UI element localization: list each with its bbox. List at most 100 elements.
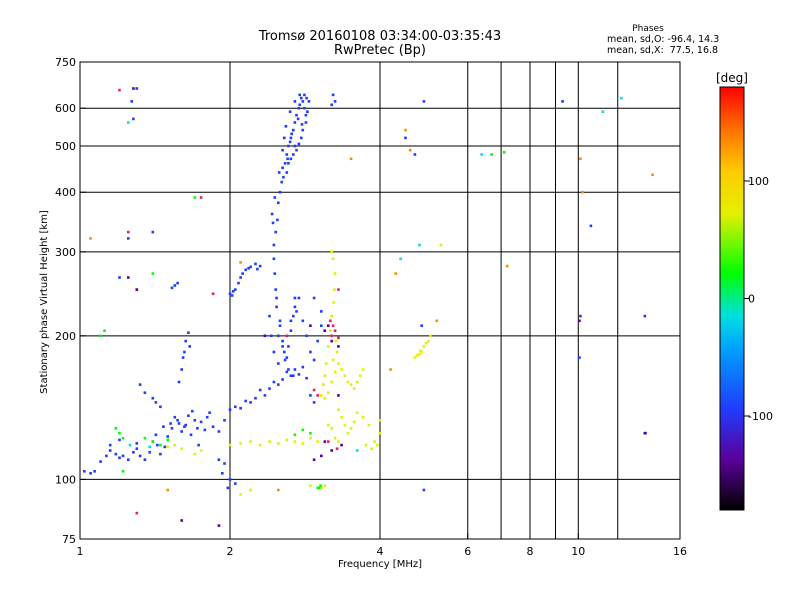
data-point: [330, 449, 333, 452]
data-point: [217, 524, 221, 527]
data-point: [304, 113, 308, 117]
data-point: [273, 272, 277, 275]
y-tick-label: 600: [55, 102, 76, 115]
data-point: [159, 405, 162, 409]
data-point: [320, 486, 323, 490]
data-point: [502, 151, 506, 154]
data-point: [301, 365, 305, 369]
data-point: [292, 153, 295, 156]
data-point: [301, 100, 305, 103]
x-axis-ticks: 1 2 4 6 8 10 16: [77, 533, 687, 558]
x-tick-label: 1: [77, 545, 84, 558]
data-point: [330, 334, 333, 338]
data-point: [337, 336, 340, 340]
data-point: [293, 433, 297, 437]
y-tick-label: 500: [55, 140, 76, 153]
data-point: [258, 388, 262, 392]
data-point: [270, 212, 274, 216]
phase-heading: Phases: [632, 24, 664, 34]
data-point: [184, 423, 187, 427]
data-point: [278, 324, 282, 327]
data-point: [273, 196, 277, 199]
data-point: [268, 314, 271, 318]
data-point: [413, 153, 417, 156]
data-point: [320, 324, 323, 327]
data-point: [270, 334, 273, 338]
data-point: [323, 396, 327, 400]
data-point: [327, 345, 330, 348]
data-point: [184, 339, 187, 343]
data-point: [330, 103, 333, 107]
data-point: [281, 345, 284, 348]
data-point: [330, 339, 333, 343]
data-point: [228, 408, 232, 411]
data-point: [340, 415, 343, 419]
data-point: [118, 431, 121, 435]
data-point: [305, 96, 308, 100]
colorbar: [719, 86, 745, 511]
data-point: [364, 443, 368, 447]
data-point: [244, 399, 247, 403]
data-point: [118, 276, 121, 279]
data-point: [221, 472, 224, 475]
x-tick-label: 10: [571, 545, 585, 558]
data-point: [312, 388, 316, 392]
data-point: [199, 420, 203, 424]
data-point: [154, 433, 158, 437]
data-point: [293, 144, 297, 148]
data-point: [358, 374, 362, 377]
data-point: [268, 387, 271, 390]
data-point: [108, 449, 112, 452]
data-point: [277, 171, 281, 174]
data-point: [337, 345, 340, 348]
data-point: [361, 368, 365, 371]
data-point: [331, 257, 335, 261]
data-point: [283, 358, 287, 362]
data-point: [128, 443, 132, 447]
data-point: [312, 401, 316, 404]
data-point: [289, 157, 293, 161]
data-point: [254, 262, 257, 266]
data-point: [346, 380, 350, 384]
data-point: [316, 440, 319, 443]
data-point: [276, 218, 279, 222]
phase-stat-x: mean, sd,X: 77.5, 16.8: [607, 45, 718, 56]
data-point: [337, 408, 340, 411]
data-point: [239, 493, 242, 496]
data-point: [480, 153, 483, 156]
data-point: [127, 237, 130, 240]
data-point: [309, 350, 312, 354]
data-point: [287, 162, 290, 165]
data-point: [297, 296, 301, 300]
data-point: [278, 190, 282, 194]
data-point: [205, 415, 209, 419]
colorbar-ticks: 100 0 -100: [744, 175, 773, 423]
data-point: [180, 519, 183, 522]
data-point: [335, 447, 339, 450]
data-point: [309, 324, 312, 327]
data-point: [154, 401, 158, 404]
data-point: [337, 440, 340, 443]
x-tick-label: 16: [673, 545, 687, 558]
x-axis-label: Frequency [MHz]: [338, 559, 422, 570]
data-point: [330, 314, 333, 318]
data-point: [244, 268, 247, 272]
data-point: [394, 272, 397, 275]
data-point: [99, 334, 102, 338]
data-point: [132, 117, 135, 121]
data-point: [272, 380, 276, 384]
data-point: [309, 394, 312, 397]
data-point: [427, 339, 430, 343]
data-point: [148, 451, 151, 454]
data-point: [289, 374, 293, 377]
data-point: [249, 440, 252, 443]
data-point: [324, 362, 328, 365]
data-point: [373, 440, 376, 443]
data-point: [352, 387, 356, 390]
points-layer: [83, 87, 654, 527]
data-point: [183, 425, 186, 428]
data-point: [323, 374, 327, 377]
data-point: [223, 419, 226, 422]
data-point: [329, 319, 332, 323]
